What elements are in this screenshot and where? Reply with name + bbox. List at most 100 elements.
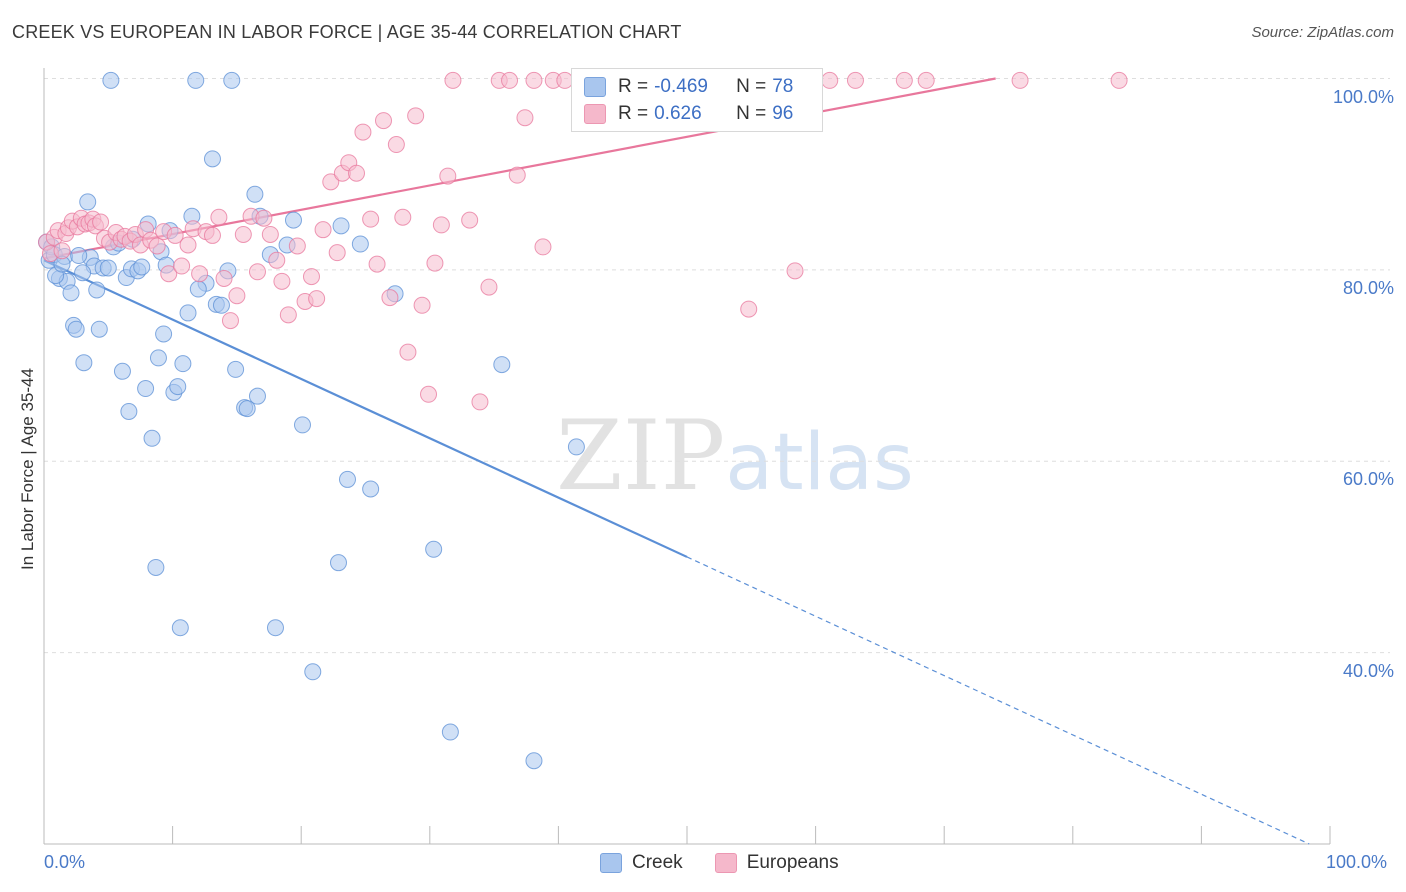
point-creek-60 [332, 217, 350, 235]
grid-lines [44, 78, 1390, 654]
point-europeans-93 [917, 71, 935, 89]
point-europeans-58 [362, 210, 380, 228]
legend-r-value-europeans: 0.626 [654, 103, 702, 124]
point-creek-61 [338, 470, 356, 488]
legend-row-europeans: R = 0.626 N = 96 [584, 102, 793, 126]
point-creek-14 [88, 281, 106, 299]
data-points [38, 71, 1128, 770]
point-creek-44 [212, 296, 230, 314]
point-creek-72 [99, 259, 117, 277]
point-creek-64 [425, 540, 443, 558]
point-creek-67 [525, 752, 543, 770]
point-europeans-63 [394, 208, 412, 226]
legend-r-label-europeans: R = [618, 103, 649, 124]
source-label: Source: ZipAtlas.com [1251, 24, 1394, 41]
point-europeans-44 [268, 251, 286, 269]
point-europeans-45 [273, 272, 291, 290]
point-creek-17 [102, 71, 120, 89]
point-europeans-60 [375, 112, 393, 130]
point-europeans-49 [302, 268, 320, 286]
point-creek-49 [238, 400, 256, 418]
point-europeans-38 [228, 287, 246, 305]
legend-row-creek: R = -0.469 N = 78 [584, 75, 793, 99]
x-tick-max: 100.0% [1326, 852, 1388, 872]
point-europeans-61 [381, 289, 399, 307]
point-europeans-94 [1011, 71, 1029, 89]
series-legend-creek[interactable]: Creek [600, 852, 683, 874]
point-europeans-59 [368, 255, 386, 273]
watermark-atlas: atlas [725, 418, 914, 508]
point-europeans-41 [248, 263, 266, 281]
point-europeans-69 [432, 216, 450, 234]
point-creek-65 [441, 723, 459, 741]
series-legend-europeans[interactable]: Europeans [714, 852, 839, 874]
point-europeans-73 [471, 393, 489, 411]
point-europeans-95 [1110, 71, 1128, 89]
series-legend: Creek Europeans [600, 852, 871, 874]
point-creek-22 [120, 402, 138, 420]
point-europeans-76 [501, 71, 519, 89]
point-europeans-92 [895, 71, 913, 89]
point-creek-35 [169, 378, 187, 396]
point-creek-37 [174, 355, 192, 373]
trend-line-extension-creek [686, 556, 1310, 845]
point-europeans-68 [426, 254, 444, 272]
chart-title: CREEK VS EUROPEAN IN LABOR FORCE | AGE 3… [12, 22, 682, 42]
point-creek-56 [284, 211, 302, 229]
point-europeans-50 [308, 290, 326, 308]
legend-swatch-creek [584, 77, 606, 97]
y-tick-label-3: 40.0% [1342, 660, 1394, 681]
point-europeans-70 [439, 167, 457, 185]
point-creek-46 [223, 71, 241, 89]
point-europeans-27 [160, 265, 178, 283]
point-europeans-51 [314, 221, 332, 239]
point-europeans-47 [288, 237, 306, 255]
point-europeans-28 [166, 226, 184, 244]
series-label-europeans: Europeans [746, 852, 839, 873]
point-europeans-36 [215, 269, 233, 287]
legend-r-value-creek: -0.469 [654, 76, 708, 97]
point-creek-10 [75, 354, 93, 372]
point-europeans-53 [328, 244, 346, 262]
x-tick-min: 0.0% [44, 852, 86, 872]
series-swatch-creek [600, 853, 622, 873]
point-creek-20 [113, 362, 131, 380]
y-axis-label: In Labor Force | Age 35-44 [18, 368, 37, 570]
point-creek-15 [90, 320, 108, 338]
point-creek-30 [149, 349, 167, 367]
legend-r-label-creek: R = [618, 76, 649, 97]
point-europeans-65 [407, 107, 425, 125]
point-creek-59 [329, 554, 347, 572]
y-tick-label-1: 80.0% [1342, 277, 1394, 298]
point-creek-62 [351, 235, 369, 253]
point-europeans-46 [279, 306, 297, 324]
point-europeans-52 [322, 173, 340, 191]
legend-n-label-europeans: N = [736, 103, 767, 124]
point-europeans-34 [203, 226, 221, 244]
point-creek-58 [304, 663, 322, 681]
legend-n-value-europeans: 96 [772, 103, 794, 124]
y-tick-label-0: 100.0% [1332, 86, 1394, 107]
legend-n-value-creek: 78 [772, 76, 794, 97]
point-creek-32 [155, 325, 173, 343]
axes [43, 68, 1331, 845]
point-creek-38 [179, 304, 197, 322]
point-europeans-57 [354, 123, 372, 141]
point-creek-42 [203, 150, 221, 168]
point-europeans-67 [420, 385, 438, 403]
point-creek-54 [266, 619, 284, 637]
point-europeans-72 [461, 211, 479, 229]
point-creek-63 [362, 480, 380, 498]
series-swatch-europeans [714, 853, 737, 873]
point-europeans-35 [210, 208, 228, 226]
series-label-creek: Creek [632, 852, 683, 873]
point-creek-36 [171, 619, 189, 637]
point-creek-71 [74, 264, 92, 282]
legend-swatch-europeans [584, 104, 606, 124]
point-europeans-32 [191, 265, 209, 283]
point-creek-11 [79, 193, 97, 211]
point-europeans-39 [234, 225, 252, 243]
point-europeans-77 [508, 166, 526, 184]
point-europeans-66 [413, 296, 431, 314]
